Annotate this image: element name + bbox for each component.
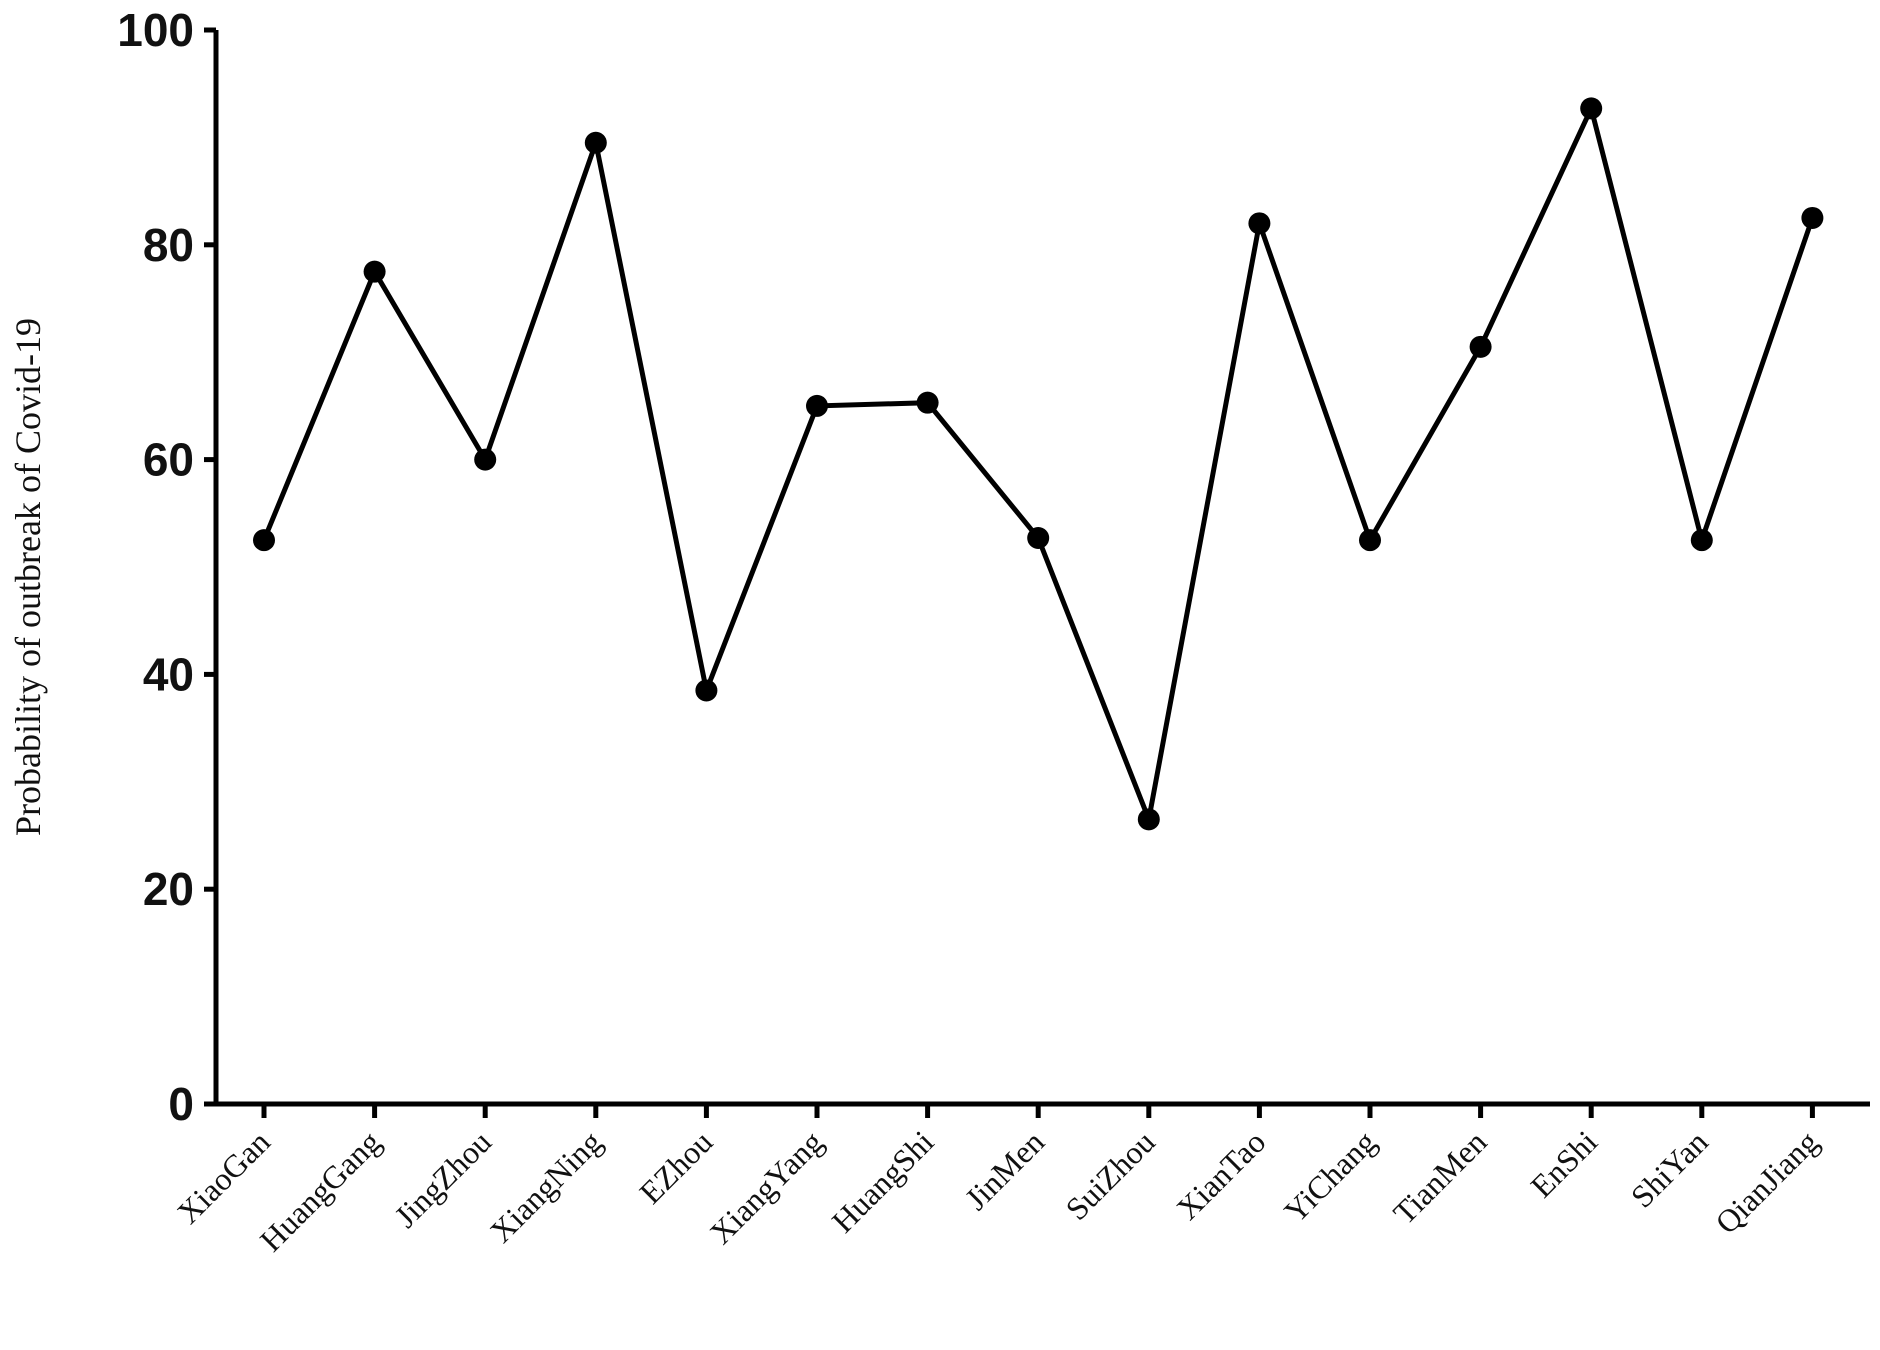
x-category-label: HuangShi: [825, 1123, 941, 1239]
x-category-label: XiangYang: [702, 1123, 830, 1251]
data-point: [1248, 212, 1271, 235]
x-category-label: QianJiang: [1708, 1123, 1825, 1240]
data-point: [916, 391, 939, 414]
x-category-label: XiaoGan: [170, 1123, 277, 1230]
data-point: [584, 131, 607, 154]
y-tick-label: 0: [168, 1078, 194, 1130]
x-category-label: XianTao: [1169, 1123, 1272, 1226]
data-point: [806, 394, 828, 417]
data-point: [1580, 97, 1603, 120]
y-axis-title: Probability of outbreak of Covid-19: [8, 318, 48, 836]
x-category-label: JinMen: [958, 1123, 1051, 1216]
y-tick-label: 60: [143, 434, 194, 486]
y-ticks: 0 20 40 60 80 100: [117, 4, 216, 1130]
data-point: [1137, 808, 1160, 831]
x-category-label: JingZhou: [387, 1123, 498, 1234]
x-category-label: TianMen: [1386, 1123, 1494, 1231]
data-point: [1690, 529, 1713, 552]
data-point: [695, 679, 718, 702]
series-group: [253, 97, 1824, 831]
x-category-label: YiChang: [1277, 1123, 1383, 1229]
data-point: [253, 529, 275, 552]
data-point: [474, 448, 497, 471]
data-point: [1801, 206, 1824, 229]
y-tick-label: 80: [143, 219, 194, 271]
series-line: [261, 100, 1815, 829]
x-category-label: EZhou: [632, 1123, 719, 1210]
y-tick-label: 20: [143, 863, 194, 915]
x-category-label: HuangGang: [253, 1123, 388, 1258]
x-category-label: ShiYan: [1624, 1123, 1715, 1214]
data-point: [1027, 527, 1050, 550]
x-category-label: XiangNing: [483, 1123, 609, 1249]
data-point: [363, 260, 386, 283]
data-point: [1469, 335, 1492, 358]
y-tick-label: 40: [143, 648, 194, 700]
x-category-label: EnShi: [1523, 1123, 1604, 1204]
data-point: [1359, 529, 1381, 552]
y-tick-label: 100: [117, 4, 194, 56]
x-category-label: SuiZhou: [1058, 1123, 1161, 1226]
